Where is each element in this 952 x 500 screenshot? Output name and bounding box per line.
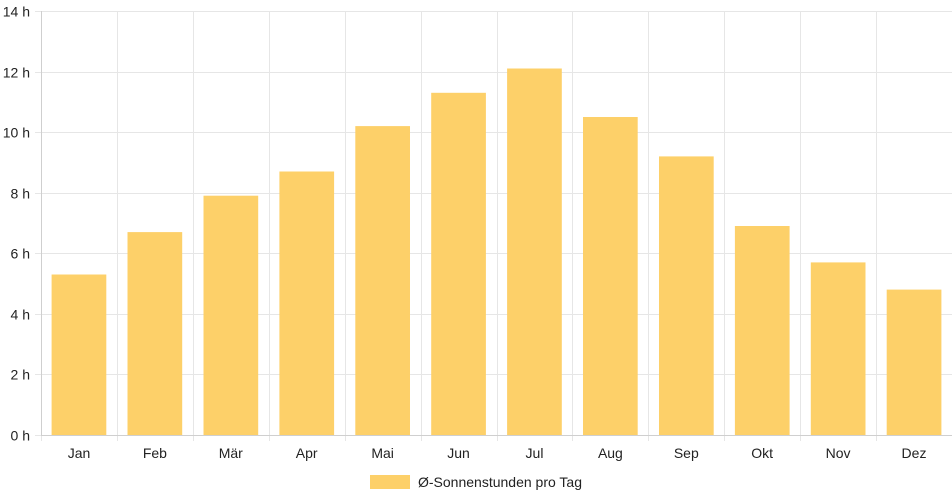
bar-Okt[interactable] — [734, 226, 790, 435]
x-tick-label: Mai — [371, 445, 394, 461]
bar-Sep[interactable] — [659, 156, 714, 435]
x-tick-label: Okt — [751, 445, 773, 461]
y-tick-label: 10 h — [3, 125, 30, 141]
bar-Jan[interactable] — [51, 274, 107, 436]
x-tick-label: Mär — [219, 445, 243, 461]
y-tick-label: 2 h — [11, 367, 30, 383]
y-tick-labels: 0 h 2 h 4 h 6 h 8 h 10 h 12 h 14 h — [3, 4, 30, 444]
x-tick-label: Jan — [68, 445, 91, 461]
x-tick-label: Apr — [296, 445, 318, 461]
y-tick-label: 0 h — [11, 428, 30, 444]
bar-Mär[interactable] — [203, 195, 259, 435]
legend-swatch[interactable] — [370, 475, 410, 489]
x-tick-label: Feb — [143, 445, 167, 461]
x-tick-label: Sep — [674, 445, 699, 461]
bar-Mai[interactable] — [355, 126, 410, 435]
grid-lines — [41, 11, 952, 436]
bar-Feb[interactable] — [127, 232, 183, 435]
legend[interactable]: Ø-Sonnenstunden pro Tag — [370, 474, 582, 490]
x-tick-label: Jun — [447, 445, 470, 461]
axes — [35, 11, 952, 441]
x-tick-label: Jul — [526, 445, 544, 461]
x-tick-labels: Jan Feb Mär Apr Mai Jun Jul Aug Sep Okt Nov Dez — [68, 445, 927, 461]
bar-Nov[interactable] — [810, 262, 866, 435]
x-tick-label: Dez — [902, 445, 927, 461]
y-tick-label: 6 h — [11, 246, 30, 262]
y-tick-label: 8 h — [11, 186, 30, 202]
legend-label[interactable]: Ø-Sonnenstunden pro Tag — [418, 474, 582, 490]
bar-Jul[interactable] — [507, 68, 562, 436]
y-tick-label: 14 h — [3, 4, 30, 20]
x-tick-label: Aug — [598, 445, 623, 461]
bars — [51, 68, 942, 436]
y-tick-label: 12 h — [3, 65, 30, 81]
y-tick-label: 4 h — [11, 307, 30, 323]
bar-Apr[interactable] — [279, 171, 335, 436]
bar-Jun[interactable] — [431, 92, 486, 436]
x-tick-label: Nov — [826, 445, 851, 461]
bar-Dez[interactable] — [886, 289, 942, 435]
bar-Aug[interactable] — [583, 117, 638, 435]
